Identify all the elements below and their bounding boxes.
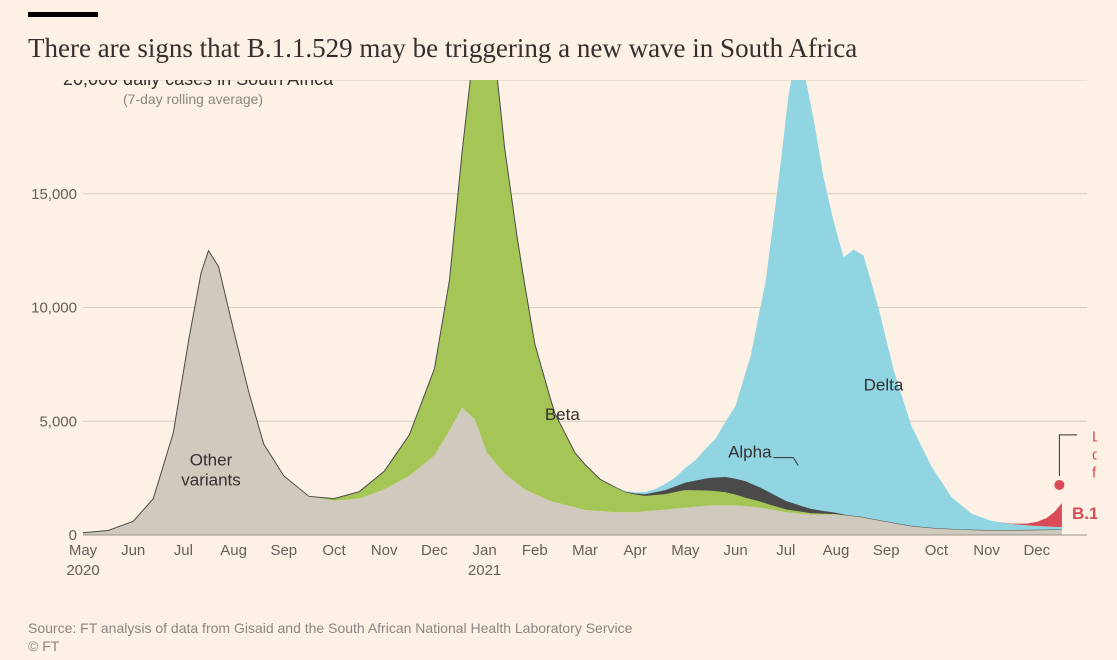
- annotation-other: Othervariants: [181, 451, 241, 490]
- copyright-line: © FT: [28, 638, 59, 654]
- svg-text:Jul: Jul: [776, 542, 795, 559]
- svg-text:Nov: Nov: [973, 542, 1000, 559]
- svg-text:Mar: Mar: [572, 542, 598, 559]
- svg-text:15,000: 15,000: [31, 186, 77, 203]
- svg-text:Aug: Aug: [220, 542, 247, 559]
- svg-text:Feb: Feb: [522, 542, 548, 559]
- svg-text:2021: 2021: [468, 562, 501, 579]
- annotation-beta: Beta: [545, 405, 581, 424]
- svg-text:Apr: Apr: [624, 542, 647, 559]
- svg-text:2020: 2020: [66, 562, 99, 579]
- annotation-b11529: B.1.1.529: [1072, 504, 1097, 523]
- svg-text:Jun: Jun: [121, 542, 145, 559]
- svg-text:(7-day rolling average): (7-day rolling average): [123, 91, 263, 107]
- annotation-alpha: Alpha: [728, 443, 772, 462]
- area-chart: 05,00010,00015,00020,000 daily cases in …: [28, 80, 1097, 590]
- svg-text:Nov: Nov: [371, 542, 398, 559]
- svg-text:5,000: 5,000: [39, 413, 77, 430]
- svg-text:Dec: Dec: [421, 542, 448, 559]
- svg-text:20,000 daily cases in South Af: 20,000 daily cases in South Africa: [63, 80, 334, 89]
- svg-text:Jan: Jan: [473, 542, 497, 559]
- svg-text:Jul: Jul: [174, 542, 193, 559]
- svg-text:Sep: Sep: [873, 542, 900, 559]
- svg-text:Oct: Oct: [925, 542, 949, 559]
- annotation-delta: Delta: [864, 376, 904, 395]
- svg-text:Oct: Oct: [322, 542, 346, 559]
- svg-text:Jun: Jun: [724, 542, 748, 559]
- header-rule: [28, 12, 98, 17]
- chart-title: There are signs that B.1.1.529 may be tr…: [28, 32, 1087, 66]
- svg-text:10,000: 10,000: [31, 300, 77, 317]
- source-line: Source: FT analysis of data from Gisaid …: [28, 620, 1087, 636]
- svg-text:Aug: Aug: [823, 542, 850, 559]
- latest-point: [1054, 480, 1064, 490]
- svg-text:May: May: [69, 542, 98, 559]
- svg-text:Sep: Sep: [270, 542, 297, 559]
- annotation-latest: Latestdailyfigure: [1092, 429, 1097, 482]
- svg-text:Dec: Dec: [1023, 542, 1050, 559]
- chart-container: 05,00010,00015,00020,000 daily cases in …: [28, 80, 1097, 590]
- svg-text:May: May: [671, 542, 700, 559]
